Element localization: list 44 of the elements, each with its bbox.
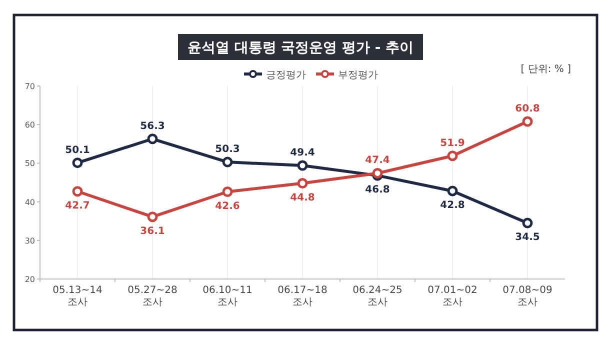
y-tick-label: 60 (24, 120, 35, 130)
y-tick-label: 30 (24, 236, 35, 246)
data-label: 42.7 (65, 200, 90, 212)
data-label: 50.3 (215, 144, 240, 156)
point (72, 158, 83, 168)
x-tick-label: 05.13~14 조사 (52, 285, 102, 308)
data-label: 47.4 (365, 155, 390, 166)
point (222, 156, 233, 168)
chart-title: 윤석열 대통령 국정운영 평가 - 추이 (187, 40, 414, 56)
data-label: 51.9 (440, 138, 465, 149)
data-label: 50.1 (65, 144, 90, 156)
point (297, 178, 308, 189)
data-label: 36.1 (140, 226, 165, 237)
data-label: 44.8 (290, 192, 315, 204)
point (222, 186, 233, 198)
point (147, 212, 158, 222)
data-label: 60.8 (515, 104, 540, 115)
point (372, 168, 383, 178)
x-tick-label: 06.24~25 조사 (352, 285, 402, 308)
point (297, 160, 308, 171)
x-tick-label: 06.17~18 조사 (278, 285, 328, 308)
x-tick-label: 07.08~09 조사 (502, 285, 552, 308)
point (72, 186, 83, 197)
data-label: 42.8 (440, 200, 465, 211)
point (447, 150, 458, 162)
data-label: 42.6 (215, 200, 240, 212)
x-tick-label: 07.01~02 조사 (428, 285, 478, 308)
y-tick-label: 40 (24, 198, 35, 207)
point (522, 218, 533, 228)
x-tick-label: 05.27~28 조사 (128, 285, 178, 308)
point (147, 134, 158, 144)
y-tick-label: 50 (24, 159, 35, 168)
data-label: 49.4 (290, 148, 315, 159)
x-tick-label: 06.10~11 조사 (202, 285, 252, 308)
text: [ 단위: % ] (520, 64, 572, 75)
point (447, 186, 458, 196)
data-label: 56.3 (140, 120, 165, 132)
point (522, 116, 533, 127)
y-tick-label: 70 (24, 82, 35, 91)
legend-label: 부정평가 (338, 70, 378, 81)
y-tick-label: 20 (24, 275, 35, 284)
data-label: 46.8 (365, 184, 390, 196)
legend-label: 긍정평가 (266, 70, 306, 81)
data-label: 34.5 (515, 232, 540, 244)
